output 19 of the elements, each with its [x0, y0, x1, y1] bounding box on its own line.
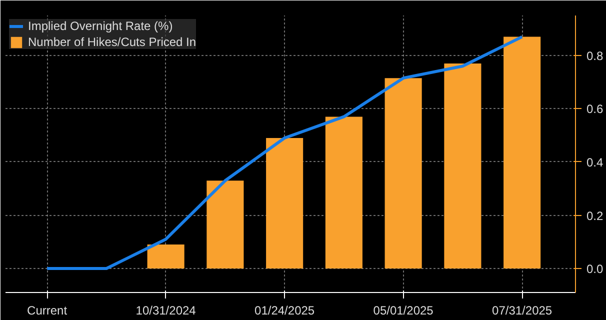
legend-label: Implied Overnight Rate (%) [28, 19, 173, 33]
y-tick-label: 0.4 [586, 155, 604, 170]
bar [384, 78, 422, 269]
x-tick-label: 10/31/2024 [136, 304, 196, 318]
legend-label: Number of Hikes/Cuts Priced In [28, 35, 196, 49]
y-tick-label: 0.0 [586, 262, 604, 276]
y-tick-label: 0.8 [586, 48, 604, 63]
x-tick-label: 01/24/2025 [254, 304, 315, 318]
y-tick-label: 0.2 [586, 208, 604, 223]
x-tick-label: 07/31/2025 [492, 304, 552, 318]
bar [147, 244, 184, 269]
x-tick-label: 05/01/2025 [373, 304, 434, 318]
bar [325, 116, 362, 269]
bar [206, 180, 244, 269]
bar [266, 138, 304, 269]
bar [444, 63, 482, 269]
bar [504, 36, 541, 269]
x-tick-label: Current [27, 304, 68, 318]
y-tick-label: 0.6 [586, 102, 604, 116]
